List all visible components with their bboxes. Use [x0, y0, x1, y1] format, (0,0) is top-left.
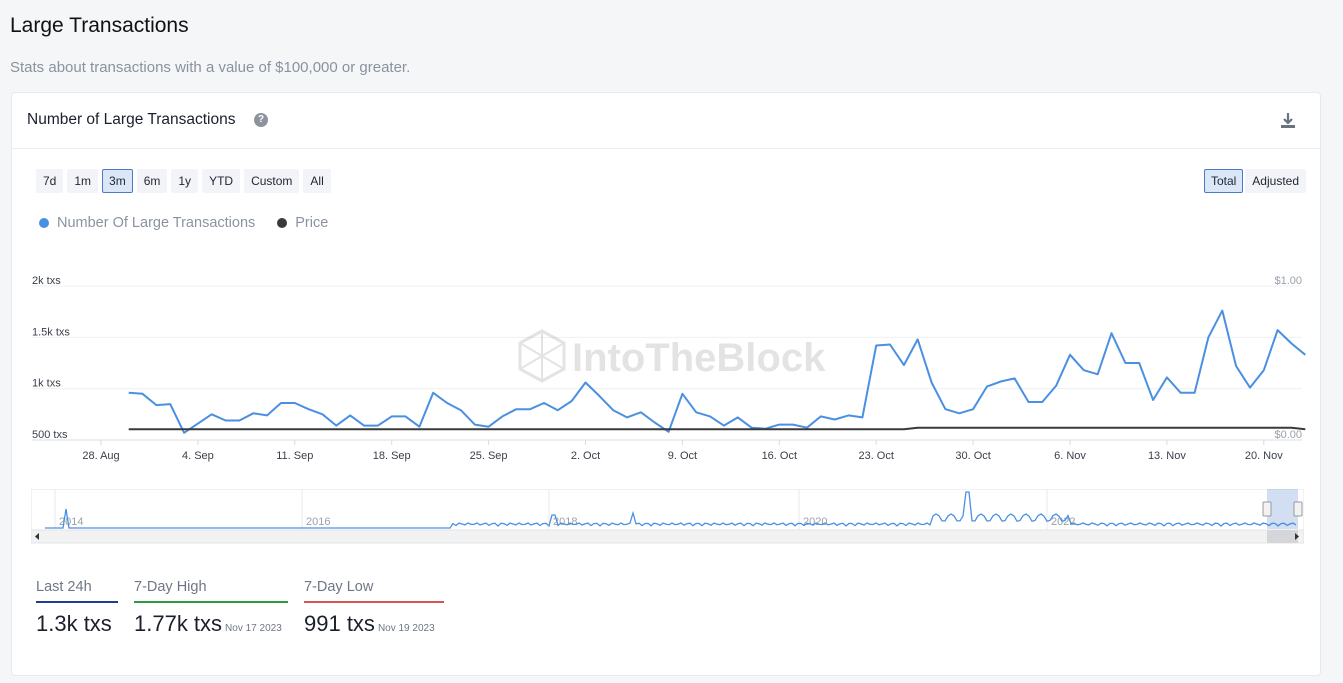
legend-dot-icon — [39, 218, 49, 228]
range-button-3m[interactable]: 3m — [102, 169, 133, 193]
stat-label: 7-Day High — [134, 579, 288, 603]
navigator-selection[interactable] — [1267, 489, 1298, 529]
chart-card: Number of Large Transactions ? 7d 1m 3m 6m 1… — [11, 92, 1321, 676]
mode-selector: Total Adjusted — [1203, 169, 1306, 193]
legend-dot-icon — [277, 218, 288, 228]
page-subtitle: Stats about transactions with a value of… — [10, 59, 411, 76]
x-tick-label: 13. Nov — [1148, 450, 1186, 462]
series-line-price[interactable] — [128, 426, 1306, 431]
x-tick-label: 30. Oct — [955, 450, 990, 462]
navigator-year-label: 2016 — [306, 516, 330, 528]
svg-text:IntoTheBlock: IntoTheBlock — [572, 336, 826, 380]
series-line-large-transactions[interactable] — [128, 309, 1306, 434]
scroll-right-icon[interactable] — [1295, 533, 1299, 540]
x-tick-label: 2. Oct — [571, 450, 600, 462]
x-tick-label: 25. Sep — [470, 450, 508, 462]
navigator-year-label: 2014 — [59, 516, 83, 528]
range-selector: 7d 1m 3m 6m 1y YTD Custom All — [36, 169, 331, 193]
range-button-6m[interactable]: 6m — [136, 169, 168, 193]
y-right-tick-label: $0.00 — [1274, 429, 1302, 441]
range-navigator[interactable]: 2014 2016 2018 2020 2022 — [31, 489, 1304, 545]
y-tick-label: 500 txs — [32, 429, 68, 441]
x-tick-label: 4. Sep — [182, 450, 214, 462]
x-tick-label: 16. Oct — [762, 450, 797, 462]
card-title: Number of Large Transactions — [27, 111, 236, 128]
navigator-handle-right[interactable] — [1293, 501, 1303, 517]
x-tick-label: 23. Oct — [858, 450, 893, 462]
stat-last-24h: Last 24h 1.3k txs — [36, 579, 118, 637]
legend-item[interactable]: Price — [277, 215, 328, 231]
stat-label: Last 24h — [36, 579, 118, 603]
x-tick-label: 20. Nov — [1245, 450, 1283, 462]
stat-date: Nov 19 2023 — [377, 623, 435, 634]
question-circle-icon[interactable]: ? — [254, 113, 268, 127]
stat-value-row: 991 txs Nov 19 2023 — [304, 611, 444, 637]
navigator-year-label: 2022 — [1051, 516, 1075, 528]
x-tick-label: 6. Nov — [1054, 450, 1086, 462]
x-tick-label: 11. Sep — [276, 450, 313, 462]
y-right-tick-label: $1.00 — [1274, 275, 1302, 287]
range-button-1m[interactable]: 1m — [67, 169, 99, 193]
range-button-ytd[interactable]: YTD — [202, 169, 241, 193]
x-tick-label: 18. Sep — [373, 450, 411, 462]
card-header: Number of Large Transactions ? — [12, 93, 1320, 149]
stat-value-row: 1.77k txs Nov 17 2023 — [134, 611, 288, 637]
stat-value-row: 1.3k txs — [36, 611, 118, 637]
x-tick-label: 9. Oct — [668, 450, 697, 462]
page-title: Large Transactions — [10, 14, 189, 37]
legend-label: Price — [295, 215, 329, 231]
download-icon[interactable] — [1278, 111, 1298, 131]
navigator-handle-left[interactable] — [1262, 501, 1272, 517]
range-button-all[interactable]: All — [303, 169, 331, 193]
y-tick-label: 2k txs — [32, 275, 61, 287]
scrollbar-track[interactable] — [31, 529, 1304, 544]
legend-label: Number Of Large Transactions — [57, 215, 256, 231]
stat-date: Nov 17 2023 — [225, 623, 282, 634]
stats-row: Last 24h 1.3k txs 7-Day High 1.77k txs Nov 1… — [36, 579, 460, 637]
scrollbar-thumb[interactable] — [1267, 530, 1298, 543]
stat-label: 7-Day Low — [304, 579, 444, 603]
mode-button-adjusted[interactable]: Adjusted — [1245, 169, 1306, 193]
range-button-custom[interactable]: Custom — [244, 169, 300, 193]
stat-value: 1.3k txs — [36, 611, 112, 636]
watermark: IntoTheBlock — [518, 329, 826, 383]
stat-7-day-high: 7-Day High 1.77k txs Nov 17 2023 — [134, 579, 288, 637]
x-tick-label: 28. Aug — [82, 450, 119, 462]
chart-legend: Number Of Large Transactions Price — [39, 215, 328, 231]
scroll-left-icon[interactable] — [35, 533, 39, 540]
navigator-series-line — [45, 491, 1297, 529]
stat-value: 1.77k txs — [134, 611, 223, 636]
stat-value: 991 txs — [304, 611, 375, 636]
stat-7-day-low: 7-Day Low 991 txs Nov 19 2023 — [304, 579, 444, 637]
main-chart: IntoTheBlock 500 txs 1k txs 1.5k txs 2k txs $… — [32, 275, 1306, 462]
range-button-7d[interactable]: 7d — [36, 169, 64, 193]
range-button-1y[interactable]: 1y — [171, 169, 199, 193]
y-tick-label: 1k txs — [32, 378, 61, 390]
legend-item[interactable]: Number Of Large Transactions — [39, 215, 255, 231]
navigator-year-label: 2020 — [803, 516, 827, 528]
navigator-area — [31, 489, 1304, 534]
mode-button-total[interactable]: Total — [1203, 169, 1244, 193]
y-tick-label: 1.5k txs — [32, 326, 70, 338]
